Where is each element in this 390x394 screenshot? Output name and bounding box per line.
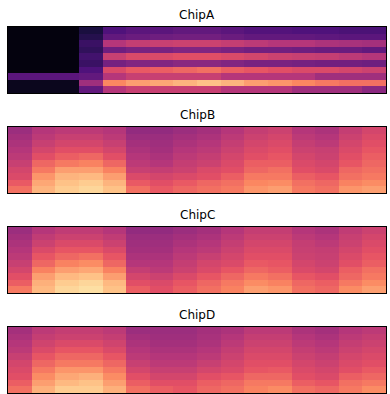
svg-text:ChipB: ChipB [180,108,215,122]
svg-text:ChipC: ChipC [180,208,215,222]
svg-text:ChipA: ChipA [179,8,215,22]
svg-text:ChipD: ChipD [179,308,215,322]
